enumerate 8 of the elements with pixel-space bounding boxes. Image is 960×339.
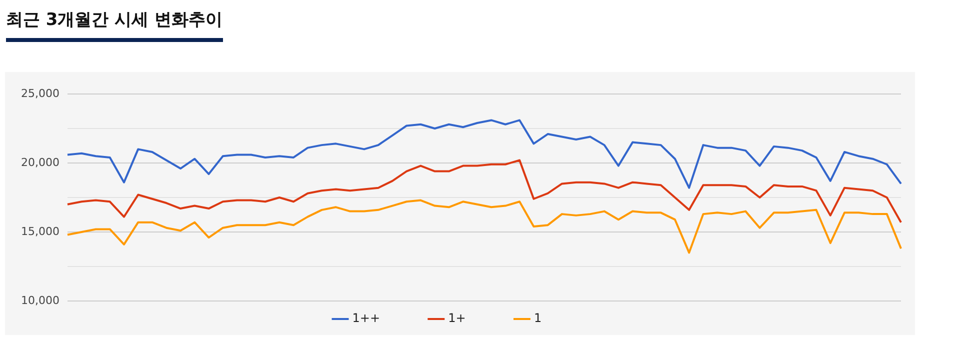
legend-label: 1 (534, 311, 580, 326)
y-tick-label: 15,000 (20, 224, 60, 238)
y-tick-label: 10,000 (20, 294, 60, 307)
legend-label: 1+ (448, 311, 504, 326)
y-tick-label: 25,000 (20, 86, 60, 100)
y-tick-label: 20,000 (20, 156, 60, 169)
legend-label: 1++ (352, 311, 418, 326)
chart-title: 최근 3개월간 시세 변화추이 (6, 8, 223, 42)
